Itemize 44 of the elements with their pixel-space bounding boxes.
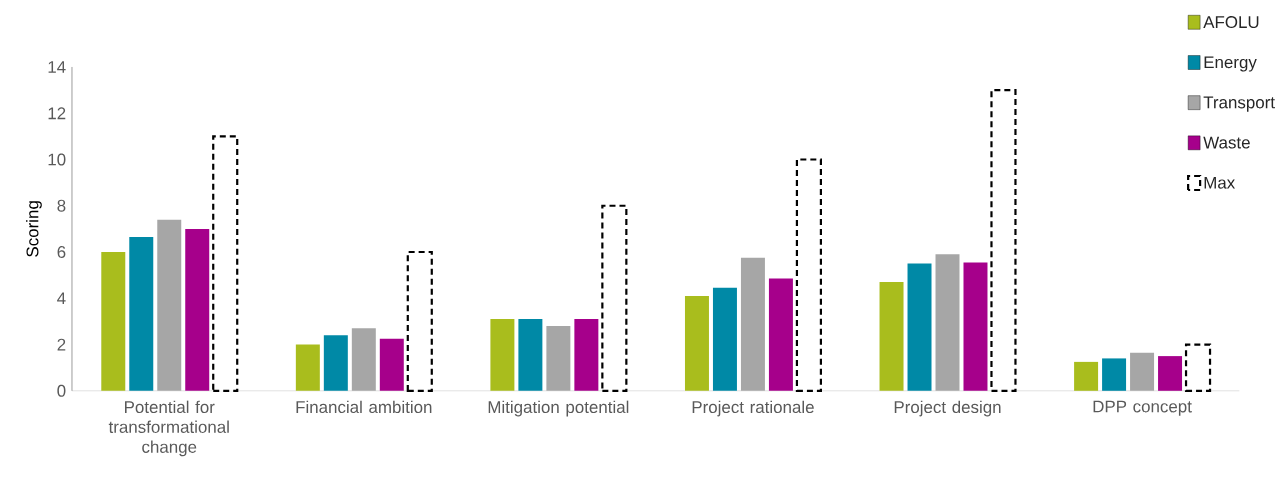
bar [1074,362,1099,391]
bar [963,262,988,391]
x-tick-label: Potential for transformational change [108,400,229,457]
x-tick-label: DPP concept [1093,400,1192,416]
x-tick-label: Project design [894,400,1001,417]
bar [406,251,433,393]
y-tick-label: 2 [57,338,66,351]
bar [601,204,628,393]
bar [101,252,126,391]
bar [518,319,543,391]
y-axis-title: Scoring [26,201,42,257]
bar [1102,358,1127,391]
bar [1158,356,1183,391]
bar [574,319,599,391]
bar [795,158,822,393]
y-tick-label: 8 [57,199,66,212]
x-tick-label: Project rationale [692,400,814,417]
legend-label: Energy [1204,56,1257,72]
x-tick-label: Financial ambition [296,400,432,414]
legend-label: Max [1204,177,1235,189]
bar [295,344,320,391]
bar [990,89,1017,393]
bar [712,287,737,391]
bar [490,319,515,391]
bar [684,296,709,391]
y-tick-label: 0 [57,384,66,397]
y-tick-label: 14 [48,61,66,73]
legend-label: Transport [1203,96,1275,112]
legend-label: AFOLU [1203,16,1259,29]
bar [129,237,154,391]
bar [879,282,904,391]
x-tick-label: Mitigation potential [488,400,629,417]
y-tick-label: 4 [57,292,66,305]
y-tick-label: 12 [48,107,66,120]
bar [907,263,932,391]
bar [212,135,239,393]
y-tick-label: 6 [57,246,66,259]
bar [379,338,404,391]
bar [323,335,348,391]
bar [768,278,793,391]
bar [1184,343,1212,393]
bar [185,229,210,391]
y-tick-label: 10 [48,153,66,166]
legend-label: Waste [1203,136,1250,149]
